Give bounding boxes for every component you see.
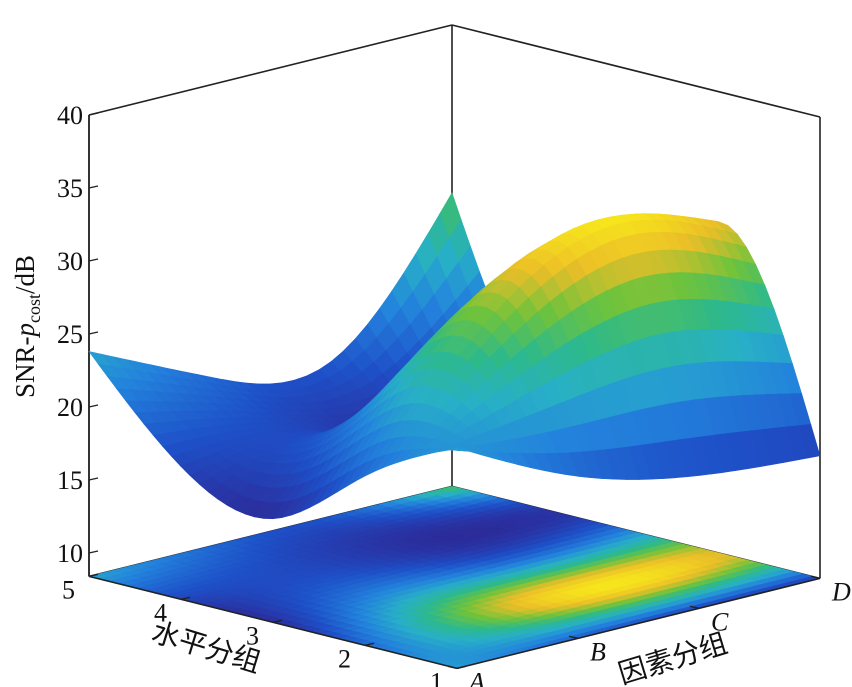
z-tick-mark (88, 331, 99, 335)
z-axis-title-sub: cost (24, 294, 44, 323)
z-axis-title-var: p (10, 323, 40, 339)
y-tick-mark (689, 605, 700, 610)
z-tick-label: 20 (57, 393, 83, 422)
z-axis-title-unit: /dB (10, 255, 40, 294)
z-tick-label: 35 (57, 174, 83, 203)
y-tick-label: D (831, 577, 851, 606)
x-tick-mark (180, 596, 191, 601)
z-tick-mark (88, 185, 99, 189)
y-tick-label: B (590, 637, 606, 666)
x-tick-label: 3 (246, 621, 259, 650)
axis-ticks: 10 15 20 25 30 35 40 1 2 3 4 5 A B C D (57, 101, 851, 687)
y-tick-mark (810, 575, 821, 580)
contour-projection (88, 485, 821, 669)
y-tick-label: C (711, 607, 729, 636)
floor-front-edge-1 (456, 577, 821, 670)
z-tick-label: 40 (57, 101, 83, 130)
y-tick-mark (568, 635, 579, 640)
box-edge-4 (451, 24, 821, 118)
z-tick-mark (88, 258, 99, 262)
box-edge-3 (88, 24, 453, 116)
z-tick-mark (88, 477, 99, 481)
y-tick-mark (447, 665, 458, 670)
z-tick-mark (88, 112, 99, 116)
y-axis-title: 因素分组 (614, 626, 731, 687)
z-axis-title: SNR-pcost/dB (10, 255, 44, 398)
x-tick-label: 4 (154, 598, 167, 627)
x-tick-mark (272, 619, 283, 624)
x-tick-label: 5 (62, 575, 75, 604)
x-tick-mark (364, 642, 375, 647)
z-tick-label: 25 (57, 320, 83, 349)
y-tick-label: A (467, 667, 485, 687)
z-tick-mark (88, 404, 99, 408)
z-tick-label: 30 (57, 247, 83, 276)
x-tick-label: 1 (430, 667, 443, 687)
z-tick-label: 15 (57, 466, 83, 495)
z-axis-title-prefix: SNR- (10, 336, 40, 398)
surface-plot (88, 192, 821, 520)
x-tick-mark (456, 665, 467, 670)
z-tick-mark (88, 550, 99, 554)
z-tick-label: 10 (57, 539, 83, 568)
x-tick-mark (88, 573, 99, 578)
x-tick-label: 2 (338, 644, 351, 673)
floor-cell (439, 485, 462, 493)
surface-cell (447, 447, 470, 452)
